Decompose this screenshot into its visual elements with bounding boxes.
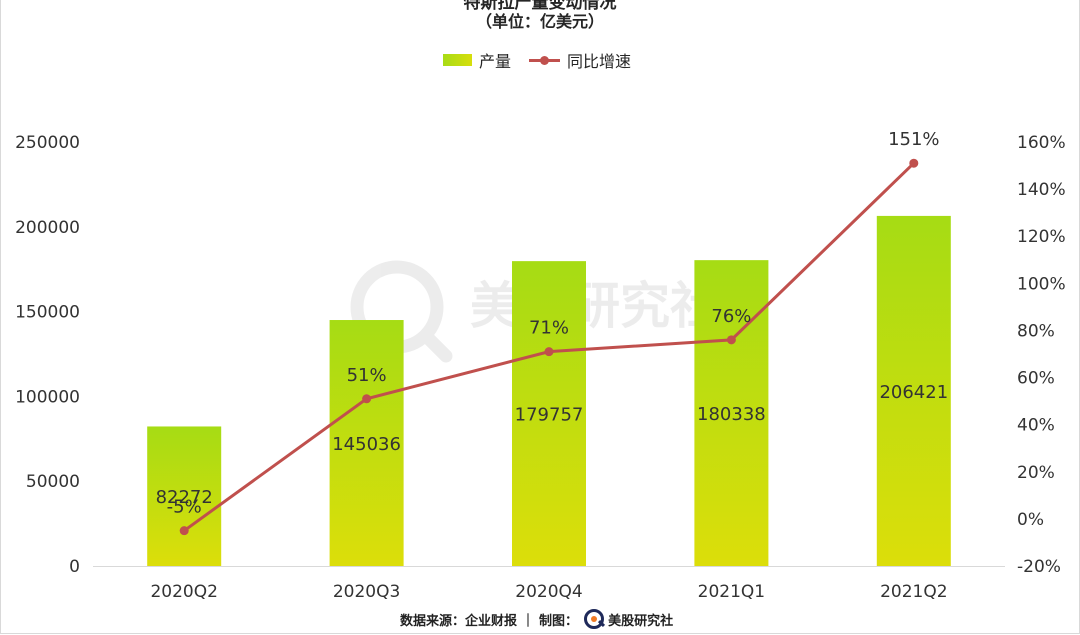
y-right-tick-label: 120% bbox=[1017, 227, 1066, 247]
bar-2020Q3 bbox=[329, 320, 404, 566]
y-right-tick-label: -20% bbox=[1017, 557, 1061, 577]
footer: 数据来源：企业财报 ｜ 制图： 美股研究社 bbox=[400, 607, 673, 631]
legend-line-label: 同比增速 bbox=[567, 52, 632, 71]
y-right-tick-label: 100% bbox=[1017, 274, 1066, 294]
y-right-tick-label: 20% bbox=[1017, 463, 1055, 483]
bar-value-label: 82272 bbox=[156, 487, 213, 508]
x-tick-label-2021Q2: 2021Q2 bbox=[880, 582, 947, 602]
legend-line-swatch bbox=[529, 55, 561, 65]
x-tick-label-2020Q3: 2020Q3 bbox=[333, 582, 400, 602]
y-right-tick-label: 40% bbox=[1017, 416, 1055, 436]
growth-point-2020Q4 bbox=[544, 347, 554, 357]
x-tick-label-2020Q4: 2020Q4 bbox=[515, 582, 582, 602]
growth-point-2020Q3 bbox=[362, 394, 372, 404]
growth-value-label: 51% bbox=[347, 365, 387, 386]
x-tick-label-2020Q2: 2020Q2 bbox=[150, 582, 217, 602]
y-left-tick-label: 250000 bbox=[15, 133, 80, 153]
y-left-tick-label: 150000 bbox=[15, 303, 80, 323]
y-left-tick-label: 100000 bbox=[15, 387, 80, 407]
y-right-tick-label: 160% bbox=[1017, 133, 1066, 153]
bar-2021Q2 bbox=[876, 215, 951, 567]
growth-point-2021Q1 bbox=[726, 335, 736, 345]
growth-value-label: 71% bbox=[529, 318, 569, 339]
bar-value-label: 206421 bbox=[879, 382, 948, 403]
chart-title: 特斯拉产量变动情况 bbox=[463, 0, 617, 13]
y-right-tick-label: 140% bbox=[1017, 180, 1066, 200]
growth-point-2021Q2 bbox=[909, 158, 919, 168]
growth-value-label: 151% bbox=[888, 129, 939, 150]
y-right-tick-label: 0% bbox=[1017, 510, 1044, 530]
y-right-tick-label: 60% bbox=[1017, 369, 1055, 389]
x-tick-label-2021Q1: 2021Q1 bbox=[698, 582, 765, 602]
y-left-tick-label: 200000 bbox=[15, 218, 80, 238]
watermark-logo-tail bbox=[421, 331, 453, 363]
y-left-tick-label: 0 bbox=[69, 557, 80, 577]
bar-2020Q2 bbox=[147, 426, 222, 566]
footer-brand: 美股研究社 bbox=[608, 613, 674, 629]
bar-value-label: 145036 bbox=[332, 434, 401, 455]
legend-line-marker bbox=[540, 55, 550, 65]
legend: 产量 同比增速 bbox=[443, 49, 631, 71]
footer-source: 数据来源：企业财报 ｜ 制图： bbox=[400, 613, 579, 629]
growth-value-label: 76% bbox=[711, 306, 751, 327]
y-right-tick-label: 80% bbox=[1017, 321, 1055, 341]
bar-2021Q1 bbox=[694, 260, 769, 566]
legend-bar-swatch bbox=[443, 54, 472, 66]
bar-value-label: 179757 bbox=[515, 405, 584, 426]
watermark-text: 美股研究社 bbox=[470, 277, 720, 335]
growth-value-label: -5% bbox=[167, 497, 202, 518]
y-left-tick-label: 50000 bbox=[26, 472, 80, 492]
growth-point-2020Q2 bbox=[179, 526, 189, 536]
bar-value-label: 180338 bbox=[697, 404, 766, 425]
chart-subtitle: （单位：亿美元） bbox=[475, 12, 604, 31]
brand-logo-icon bbox=[584, 609, 606, 629]
bar-2020Q4 bbox=[512, 261, 586, 566]
legend-bar-label: 产量 bbox=[479, 52, 512, 71]
